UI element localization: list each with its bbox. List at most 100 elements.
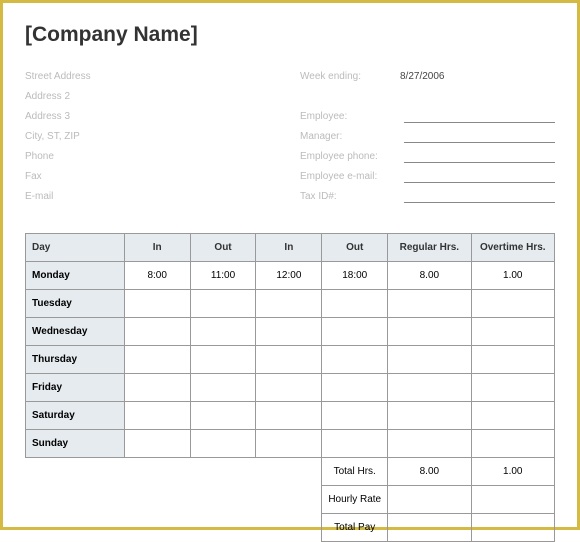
reg-cell — [388, 430, 471, 458]
addr2-label: Address 2 — [25, 91, 125, 102]
header-in2: In — [256, 234, 322, 262]
in2-cell: 12:00 — [256, 262, 322, 290]
in2-cell — [256, 346, 322, 374]
employee-line — [404, 110, 555, 123]
table-row: Saturday — [26, 402, 555, 430]
out2-cell — [322, 318, 388, 346]
in2-cell — [256, 318, 322, 346]
total-pay-label: Total Pay — [322, 514, 388, 542]
out1-cell — [190, 346, 256, 374]
table-row: Monday8:0011:0012:0018:008.001.00 — [26, 262, 555, 290]
reg-cell — [388, 318, 471, 346]
reg-cell: 8.00 — [388, 262, 471, 290]
reg-cell — [388, 374, 471, 402]
table-row: Tuesday — [26, 290, 555, 318]
header-row: Day In Out In Out Regular Hrs. Overtime … — [26, 234, 555, 262]
header-out2: Out — [322, 234, 388, 262]
ot-cell — [471, 346, 554, 374]
hourly-rate-ot — [471, 486, 554, 514]
ot-cell — [471, 290, 554, 318]
in1-cell — [124, 318, 190, 346]
employee-label: Employee: — [300, 111, 400, 122]
header-regular: Regular Hrs. — [388, 234, 471, 262]
table-row: Wednesday — [26, 318, 555, 346]
out1-cell: 11:00 — [190, 262, 256, 290]
table-row: Sunday — [26, 430, 555, 458]
ot-cell: 1.00 — [471, 262, 554, 290]
in1-cell — [124, 374, 190, 402]
in1-cell — [124, 402, 190, 430]
total-pay-row: Total Pay — [26, 514, 555, 542]
emp-email-line — [404, 170, 555, 183]
ot-cell — [471, 430, 554, 458]
out2-cell — [322, 402, 388, 430]
emp-phone-line — [404, 150, 555, 163]
week-ending-label: Week ending: — [300, 71, 400, 82]
day-cell: Saturday — [26, 402, 125, 430]
total-hrs-row: Total Hrs. 8.00 1.00 — [26, 458, 555, 486]
company-title: [Company Name] — [25, 23, 555, 47]
info-right: Week ending: 8/27/2006 Employee: Manager… — [300, 67, 555, 207]
week-ending-value: 8/27/2006 — [400, 71, 445, 82]
info-section: Street Address Address 2 Address 3 City,… — [25, 67, 555, 207]
hourly-rate-reg — [388, 486, 471, 514]
timesheet-table: Day In Out In Out Regular Hrs. Overtime … — [25, 233, 555, 542]
day-cell: Tuesday — [26, 290, 125, 318]
out2-cell — [322, 346, 388, 374]
fax-label: Fax — [25, 171, 125, 182]
in2-cell — [256, 430, 322, 458]
total-hrs-reg: 8.00 — [388, 458, 471, 486]
reg-cell — [388, 402, 471, 430]
emp-phone-label: Employee phone: — [300, 151, 400, 162]
addr3-label: Address 3 — [25, 111, 125, 122]
email-label: E-mail — [25, 191, 125, 202]
tax-id-line — [404, 190, 555, 203]
table-row: Thursday — [26, 346, 555, 374]
hourly-rate-row: Hourly Rate — [26, 486, 555, 514]
out2-cell: 18:00 — [322, 262, 388, 290]
total-pay-ot — [471, 514, 554, 542]
in1-cell — [124, 430, 190, 458]
reg-cell — [388, 346, 471, 374]
in2-cell — [256, 290, 322, 318]
manager-label: Manager: — [300, 131, 400, 142]
ot-cell — [471, 318, 554, 346]
day-cell: Sunday — [26, 430, 125, 458]
emp-email-label: Employee e-mail: — [300, 171, 400, 182]
out2-cell — [322, 374, 388, 402]
in2-cell — [256, 402, 322, 430]
out1-cell — [190, 318, 256, 346]
total-hrs-ot: 1.00 — [471, 458, 554, 486]
info-left: Street Address Address 2 Address 3 City,… — [25, 67, 280, 207]
out1-cell — [190, 374, 256, 402]
header-in1: In — [124, 234, 190, 262]
in2-cell — [256, 374, 322, 402]
in1-cell — [124, 346, 190, 374]
out1-cell — [190, 402, 256, 430]
header-day: Day — [26, 234, 125, 262]
out2-cell — [322, 290, 388, 318]
hourly-rate-label: Hourly Rate — [322, 486, 388, 514]
table-row: Friday — [26, 374, 555, 402]
csz-label: City, ST, ZIP — [25, 131, 125, 142]
phone-label: Phone — [25, 151, 125, 162]
ot-cell — [471, 402, 554, 430]
day-cell: Monday — [26, 262, 125, 290]
header-overtime: Overtime Hrs. — [471, 234, 554, 262]
manager-line — [404, 130, 555, 143]
total-hrs-label: Total Hrs. — [322, 458, 388, 486]
in1-cell — [124, 290, 190, 318]
street-label: Street Address — [25, 71, 125, 82]
day-cell: Friday — [26, 374, 125, 402]
in1-cell: 8:00 — [124, 262, 190, 290]
out1-cell — [190, 430, 256, 458]
reg-cell — [388, 290, 471, 318]
tax-id-label: Tax ID#: — [300, 191, 400, 202]
total-pay-reg — [388, 514, 471, 542]
day-cell: Thursday — [26, 346, 125, 374]
header-out1: Out — [190, 234, 256, 262]
out1-cell — [190, 290, 256, 318]
ot-cell — [471, 374, 554, 402]
day-cell: Wednesday — [26, 318, 125, 346]
out2-cell — [322, 430, 388, 458]
